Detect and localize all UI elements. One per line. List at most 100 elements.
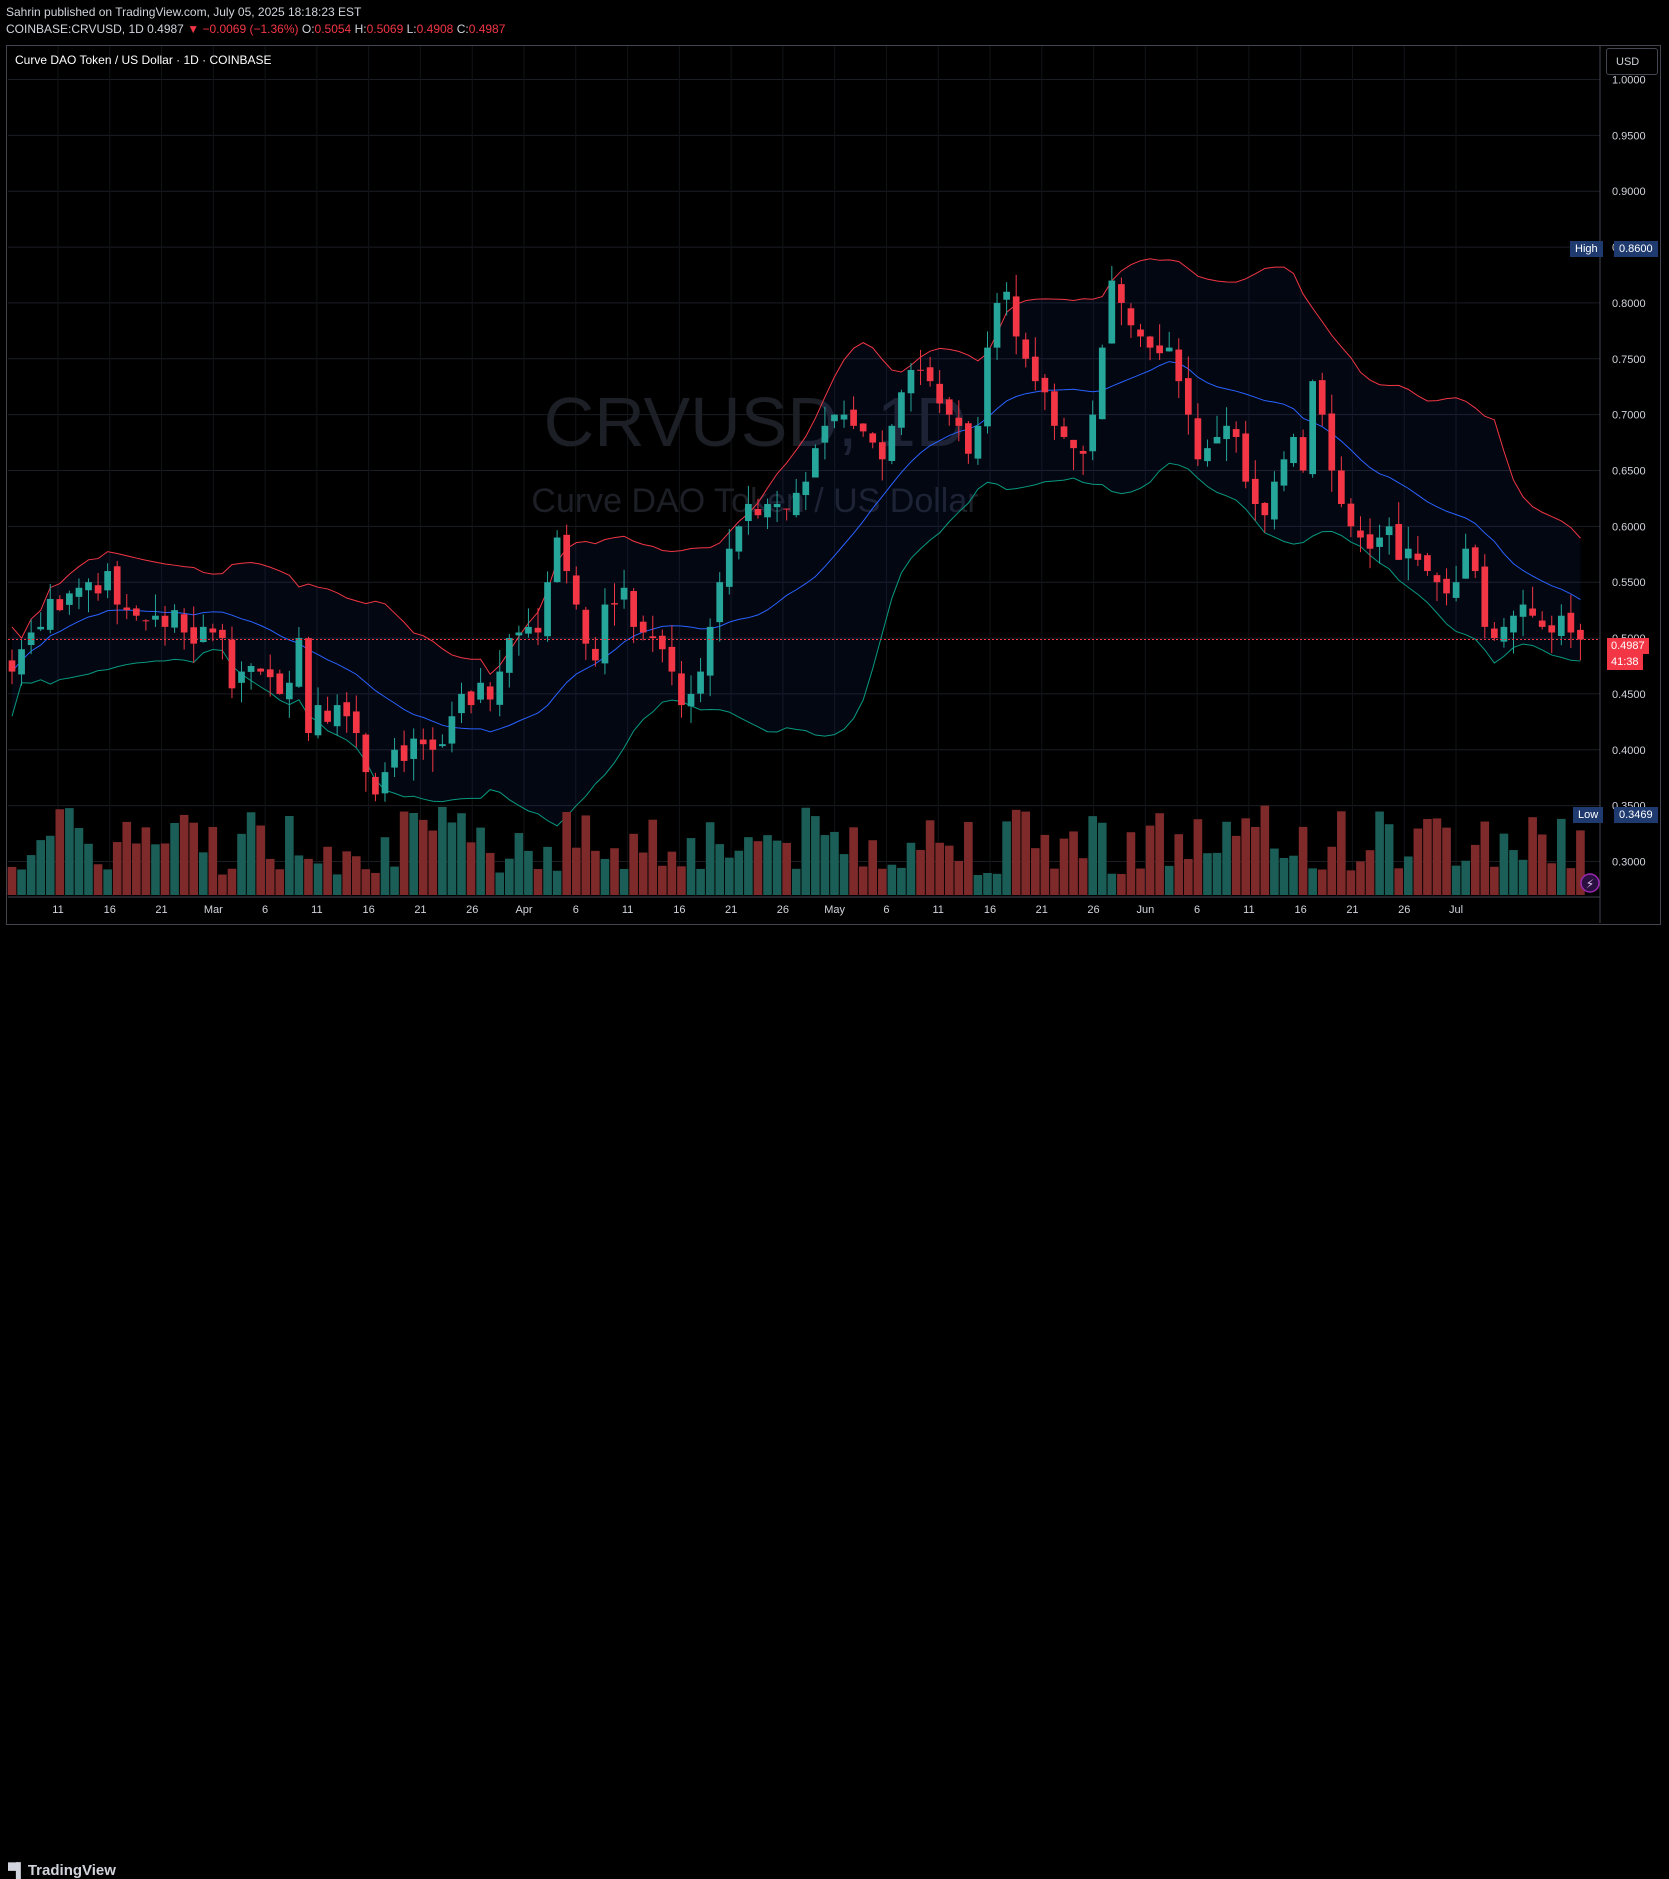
volume-bar (791, 868, 801, 895)
lower-band-line (11, 462, 1581, 827)
time-tick-label: 11 (622, 904, 633, 916)
candle-body (764, 504, 771, 518)
candle-body (668, 646, 676, 672)
down-arrow-icon: ▼ (187, 22, 200, 36)
volume-bar (466, 842, 476, 895)
candle-body (305, 638, 312, 734)
candle-body (1414, 553, 1422, 560)
candle-body (37, 626, 45, 630)
high-label: H: (354, 22, 367, 36)
candle-body (850, 409, 857, 426)
volume-bar (1537, 834, 1547, 895)
time-tick-label: Mar (204, 904, 223, 916)
candle-body (754, 509, 762, 516)
volume-bar (332, 874, 342, 895)
volume-bar (409, 812, 418, 895)
price-chart[interactable]: CRVUSD, 1D Curve DAO Token / US Dollar 1… (0, 0, 1669, 928)
volume-bar (1203, 853, 1212, 895)
volume-bar (753, 841, 763, 895)
candle-body (1309, 381, 1317, 475)
volume-bar (1050, 868, 1059, 895)
time-tick-label: 26 (466, 904, 478, 916)
candle-body (1366, 534, 1374, 549)
volume-bar (36, 840, 45, 895)
watermark-symbol: CRVUSD, 1D (544, 383, 967, 461)
candle-body (735, 526, 743, 552)
candle-body (792, 492, 800, 516)
candle-body (18, 649, 25, 675)
candle-body (324, 710, 331, 722)
volume-bar (1088, 816, 1097, 895)
candle-body (85, 582, 92, 591)
volume-bar (1136, 868, 1145, 895)
price-tick-label: 0.9000 (1612, 186, 1646, 198)
candle-body (1337, 470, 1345, 505)
candle-body (142, 620, 150, 622)
candle-body (955, 417, 963, 426)
volume-bar (476, 827, 485, 895)
low-marker: Low (1573, 807, 1604, 823)
candle-body (439, 744, 446, 747)
price-tick-label: 0.8000 (1612, 298, 1646, 310)
symbol-ohlc-line: COINBASE:CRVUSD, 1D 0.4987 ▼ −0.0069 (−1… (6, 22, 505, 36)
high-marker-label: High (1575, 243, 1598, 255)
candle-body (534, 627, 542, 633)
volume-bar (830, 831, 839, 895)
volume-bar (897, 867, 906, 895)
candle-body (1548, 625, 1556, 633)
candle-body (343, 702, 351, 717)
candle-body (46, 598, 54, 630)
candle-body (75, 587, 83, 597)
volume-bar (371, 872, 380, 895)
volume-bar (638, 852, 648, 895)
price-tick-label: 0.7500 (1612, 354, 1646, 366)
volume-bar (179, 814, 189, 895)
candle-body (1443, 578, 1450, 594)
volume-bar (1365, 850, 1375, 895)
lightning-icon (1580, 873, 1600, 893)
candle-body (209, 628, 217, 633)
low-marker-value: 0.3469 (1619, 809, 1653, 821)
volume-bar (916, 849, 925, 895)
volume-bar (763, 835, 772, 895)
volume-bar (438, 806, 447, 895)
volume-bar (600, 858, 610, 895)
time-axis: 11 16 21 Mar 6 11 16 21 26 Apr 6 11 16 21 26 May 6 11 16 21… (8, 896, 1600, 916)
candle-body (936, 383, 944, 404)
volume-bar (1480, 821, 1490, 895)
volume-bar (667, 851, 677, 895)
volume-bar (1069, 831, 1078, 895)
volume-bar (744, 837, 753, 895)
candle-body (458, 693, 465, 714)
tradingview-logo[interactable]: ▀▌ TradingView (8, 1862, 116, 1879)
candle-body (888, 425, 896, 461)
currency-button[interactable]: USD (1606, 48, 1658, 75)
publisher-line: Sahrin published on TradingView.com, Jul… (6, 5, 362, 19)
volume-bar (782, 842, 791, 895)
candle-body (878, 442, 886, 460)
time-tick-label: 16 (104, 904, 116, 916)
volume-bar (610, 848, 619, 895)
time-tick-label: May (824, 904, 845, 916)
candle-body (27, 632, 35, 646)
volume-bar (151, 844, 160, 895)
candle-body (123, 607, 131, 611)
candle-body (563, 534, 571, 572)
time-tick-label: 11 (1243, 904, 1254, 916)
volume-bar (724, 857, 734, 895)
candle-body (1424, 555, 1431, 572)
candle-body (1462, 548, 1470, 579)
volume-bar (1193, 819, 1203, 895)
candle-body (926, 367, 934, 382)
volume-bar (1470, 844, 1480, 895)
time-tick-label: 26 (1398, 904, 1410, 916)
last-price-tag-value: 0.4987 (1611, 640, 1645, 652)
candle-body (161, 615, 169, 627)
candle-body (448, 716, 456, 744)
volume-bar (820, 835, 830, 895)
volume-bar (887, 864, 897, 895)
candle-body (1003, 291, 1010, 300)
candle-body (1290, 436, 1297, 464)
open-value: 0.5054 (314, 22, 352, 36)
volume-bar (1145, 825, 1155, 895)
